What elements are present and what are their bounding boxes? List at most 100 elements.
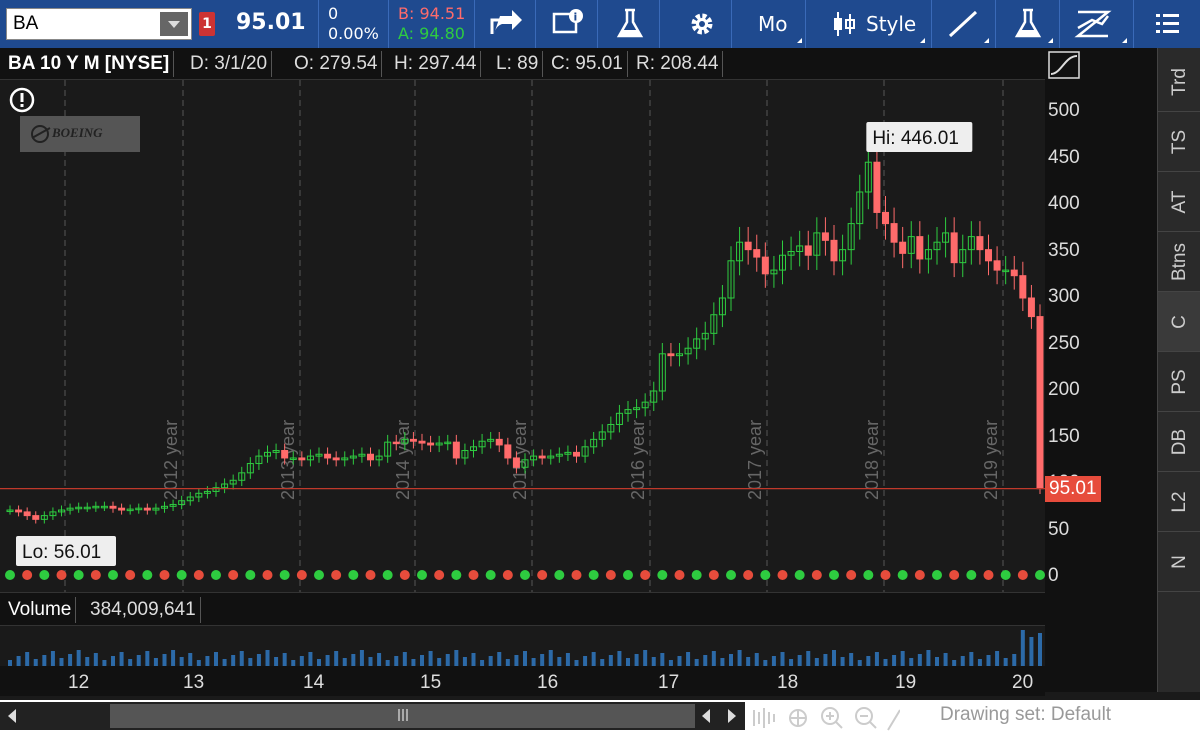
time-tick-label: 20 <box>1012 672 1034 693</box>
style-menu[interactable]: Style <box>808 0 932 48</box>
candle-body <box>221 483 229 489</box>
price-chart[interactable]: 2012 year 2013 year 2014 year 2015 year 2016… <box>0 80 1045 592</box>
scroll-back-icon[interactable] <box>702 709 710 723</box>
event-marker <box>605 570 616 580</box>
year-marker-label: 2014 year <box>393 420 413 500</box>
time-tick-label: 12 <box>68 672 90 693</box>
side-tab-db[interactable]: DB <box>1158 412 1200 472</box>
candle-body <box>598 431 606 440</box>
event-marker <box>434 570 445 580</box>
price-axis[interactable] <box>1045 48 1157 692</box>
volume-bar <box>454 650 459 666</box>
volume-bar <box>153 658 158 666</box>
volume-bar <box>85 657 90 666</box>
candle-body <box>993 260 1001 271</box>
time-axis[interactable]: 12 13 14 15 16 17 18 19 20 <box>0 666 1045 696</box>
patterns-button[interactable] <box>1062 0 1134 48</box>
chart-info-button[interactable]: i <box>538 0 598 48</box>
candle-body <box>409 438 417 442</box>
ask-price: A: 94.80 <box>398 24 465 43</box>
volume-bar <box>960 656 965 666</box>
gear-icon <box>691 13 713 35</box>
time-tick-label: 15 <box>420 672 442 693</box>
side-tab-ts[interactable]: TS <box>1158 112 1200 172</box>
candlestick-icon <box>834 12 855 36</box>
side-tab-n[interactable]: N <box>1158 532 1200 592</box>
share-button[interactable] <box>476 0 536 48</box>
scroll-right-icon[interactable] <box>728 709 736 723</box>
candle-body <box>358 453 366 457</box>
candle-body <box>264 451 271 457</box>
symbol-input[interactable]: BA <box>6 8 192 40</box>
candle-body <box>40 515 48 520</box>
candle-body <box>581 446 589 457</box>
volume-bar <box>274 657 279 666</box>
alert-badge[interactable]: 1 <box>199 12 215 36</box>
candle-body <box>298 457 306 461</box>
volume-bar <box>729 654 733 666</box>
volume-bar <box>634 654 639 666</box>
price-tick-label: 250 <box>1048 332 1080 354</box>
volume-bar <box>480 660 485 666</box>
candle-body <box>229 479 237 485</box>
alert-icon[interactable] <box>8 86 36 118</box>
volume-bar <box>557 657 562 666</box>
event-marker <box>829 570 839 580</box>
symbol-dropdown-button[interactable] <box>160 12 188 36</box>
scroll-left-icon[interactable] <box>8 709 16 723</box>
candle-body <box>907 236 915 254</box>
side-tab-c[interactable]: C <box>1158 292 1200 352</box>
year-marker-label: 2012 year <box>161 420 181 500</box>
event-marker <box>863 570 874 580</box>
year-marker-label: 2015 year <box>510 420 530 500</box>
candle-body <box>289 457 297 460</box>
side-tab-l2[interactable]: L2 <box>1158 472 1200 532</box>
volume-bar <box>883 659 888 666</box>
studies-button[interactable] <box>600 0 660 48</box>
event-marker <box>417 570 427 580</box>
candle-body <box>178 500 186 505</box>
side-tab-at[interactable]: AT <box>1158 172 1200 232</box>
side-tab-btns[interactable]: Btns <box>1158 232 1200 292</box>
horizontal-scrollbar[interactable] <box>0 702 745 730</box>
side-tab-label: C <box>1168 314 1190 329</box>
axis-scale-icon[interactable] <box>1047 50 1081 80</box>
volume-chart[interactable] <box>0 626 1045 666</box>
volume-bar <box>694 659 699 666</box>
volume-bar <box>428 651 433 666</box>
drawing-tool-button[interactable] <box>934 0 996 48</box>
drawing-set-label[interactable]: Drawing set: Default <box>940 704 1112 725</box>
volume-bar <box>943 653 948 666</box>
candle-body <box>161 505 168 509</box>
event-marker <box>846 570 857 580</box>
candle-body <box>384 441 392 457</box>
period-selector[interactable]: Mo <box>734 0 806 48</box>
side-tab-trd[interactable]: Trd <box>1158 52 1200 112</box>
event-marker <box>520 570 530 580</box>
menu-button[interactable] <box>1136 0 1200 48</box>
candle-body <box>779 254 786 271</box>
candle-body <box>118 507 126 511</box>
volume-bar <box>282 653 287 666</box>
volume-bar <box>368 657 373 666</box>
settings-button[interactable] <box>672 0 732 48</box>
candle-body <box>195 492 203 498</box>
chart-canvas[interactable]: 2012 year 2013 year 2014 year 2015 year 2016… <box>0 80 1045 592</box>
volume-bar <box>308 652 313 666</box>
volume-bar <box>583 656 588 666</box>
candle-body <box>530 455 538 461</box>
volume-bar <box>471 653 476 666</box>
current-price-badge: 95.01 <box>1045 475 1101 502</box>
event-marker <box>588 570 599 580</box>
scroll-thumb[interactable] <box>110 704 695 728</box>
volume-bar <box>926 650 931 666</box>
studies-menu-button[interactable] <box>998 0 1060 48</box>
event-marker <box>554 570 565 580</box>
grip-icon <box>398 709 400 721</box>
volume-bar <box>540 654 545 666</box>
event-marker <box>193 570 204 580</box>
price-tick-label: 500 <box>1048 100 1080 121</box>
volume-bar <box>317 659 321 666</box>
event-marker <box>159 570 170 580</box>
side-tab-ps[interactable]: PS <box>1158 352 1200 412</box>
